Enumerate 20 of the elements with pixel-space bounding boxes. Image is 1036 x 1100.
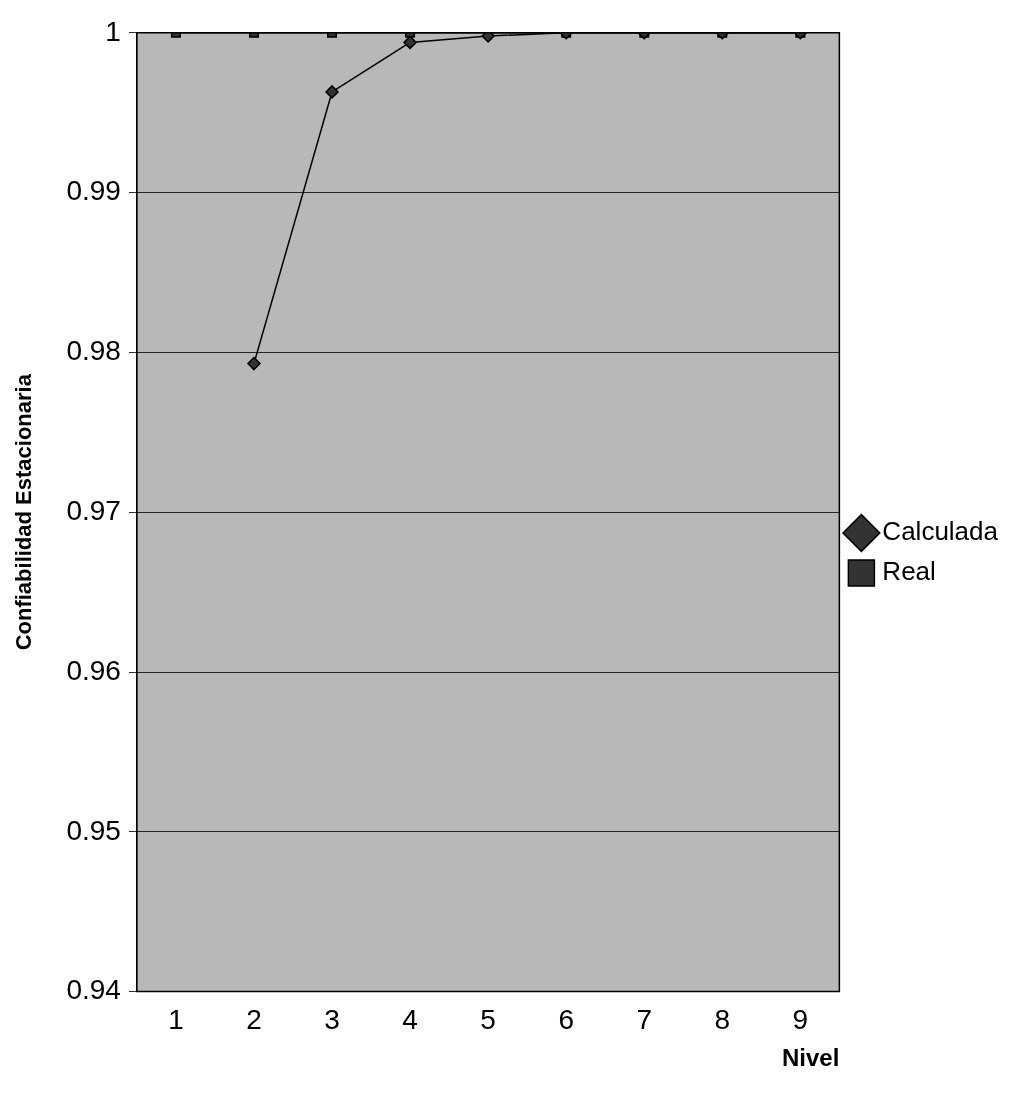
y-axis-title: Confiabilidad Estacionaria [11,373,37,651]
y-tick-label: 0.97 [66,494,121,526]
y-tick-label: 0.95 [66,814,121,846]
y-tick-label: 0.96 [66,654,121,686]
legend-label: Calculada [882,516,999,547]
x-tick-label: 6 [558,1004,574,1036]
y-tick-label: 0.99 [66,175,121,207]
y-tick-label: 0.98 [66,335,121,367]
x-tick-label: 7 [636,1004,653,1036]
x-tick-label: 4 [402,1004,418,1036]
x-tick-label: 5 [480,1004,496,1036]
y-tick-label: 0.94 [66,974,121,1006]
legend-label: Real [882,556,936,587]
x-axis-title: Nivel [782,1044,840,1072]
x-tick-label: 1 [168,1004,184,1036]
x-tick-label: 3 [324,1004,340,1036]
y-tick-label: 1 [105,15,121,47]
x-tick-label: 9 [792,1004,809,1036]
x-tick-label: 2 [246,1004,262,1036]
x-tick-label: 8 [714,1004,731,1036]
